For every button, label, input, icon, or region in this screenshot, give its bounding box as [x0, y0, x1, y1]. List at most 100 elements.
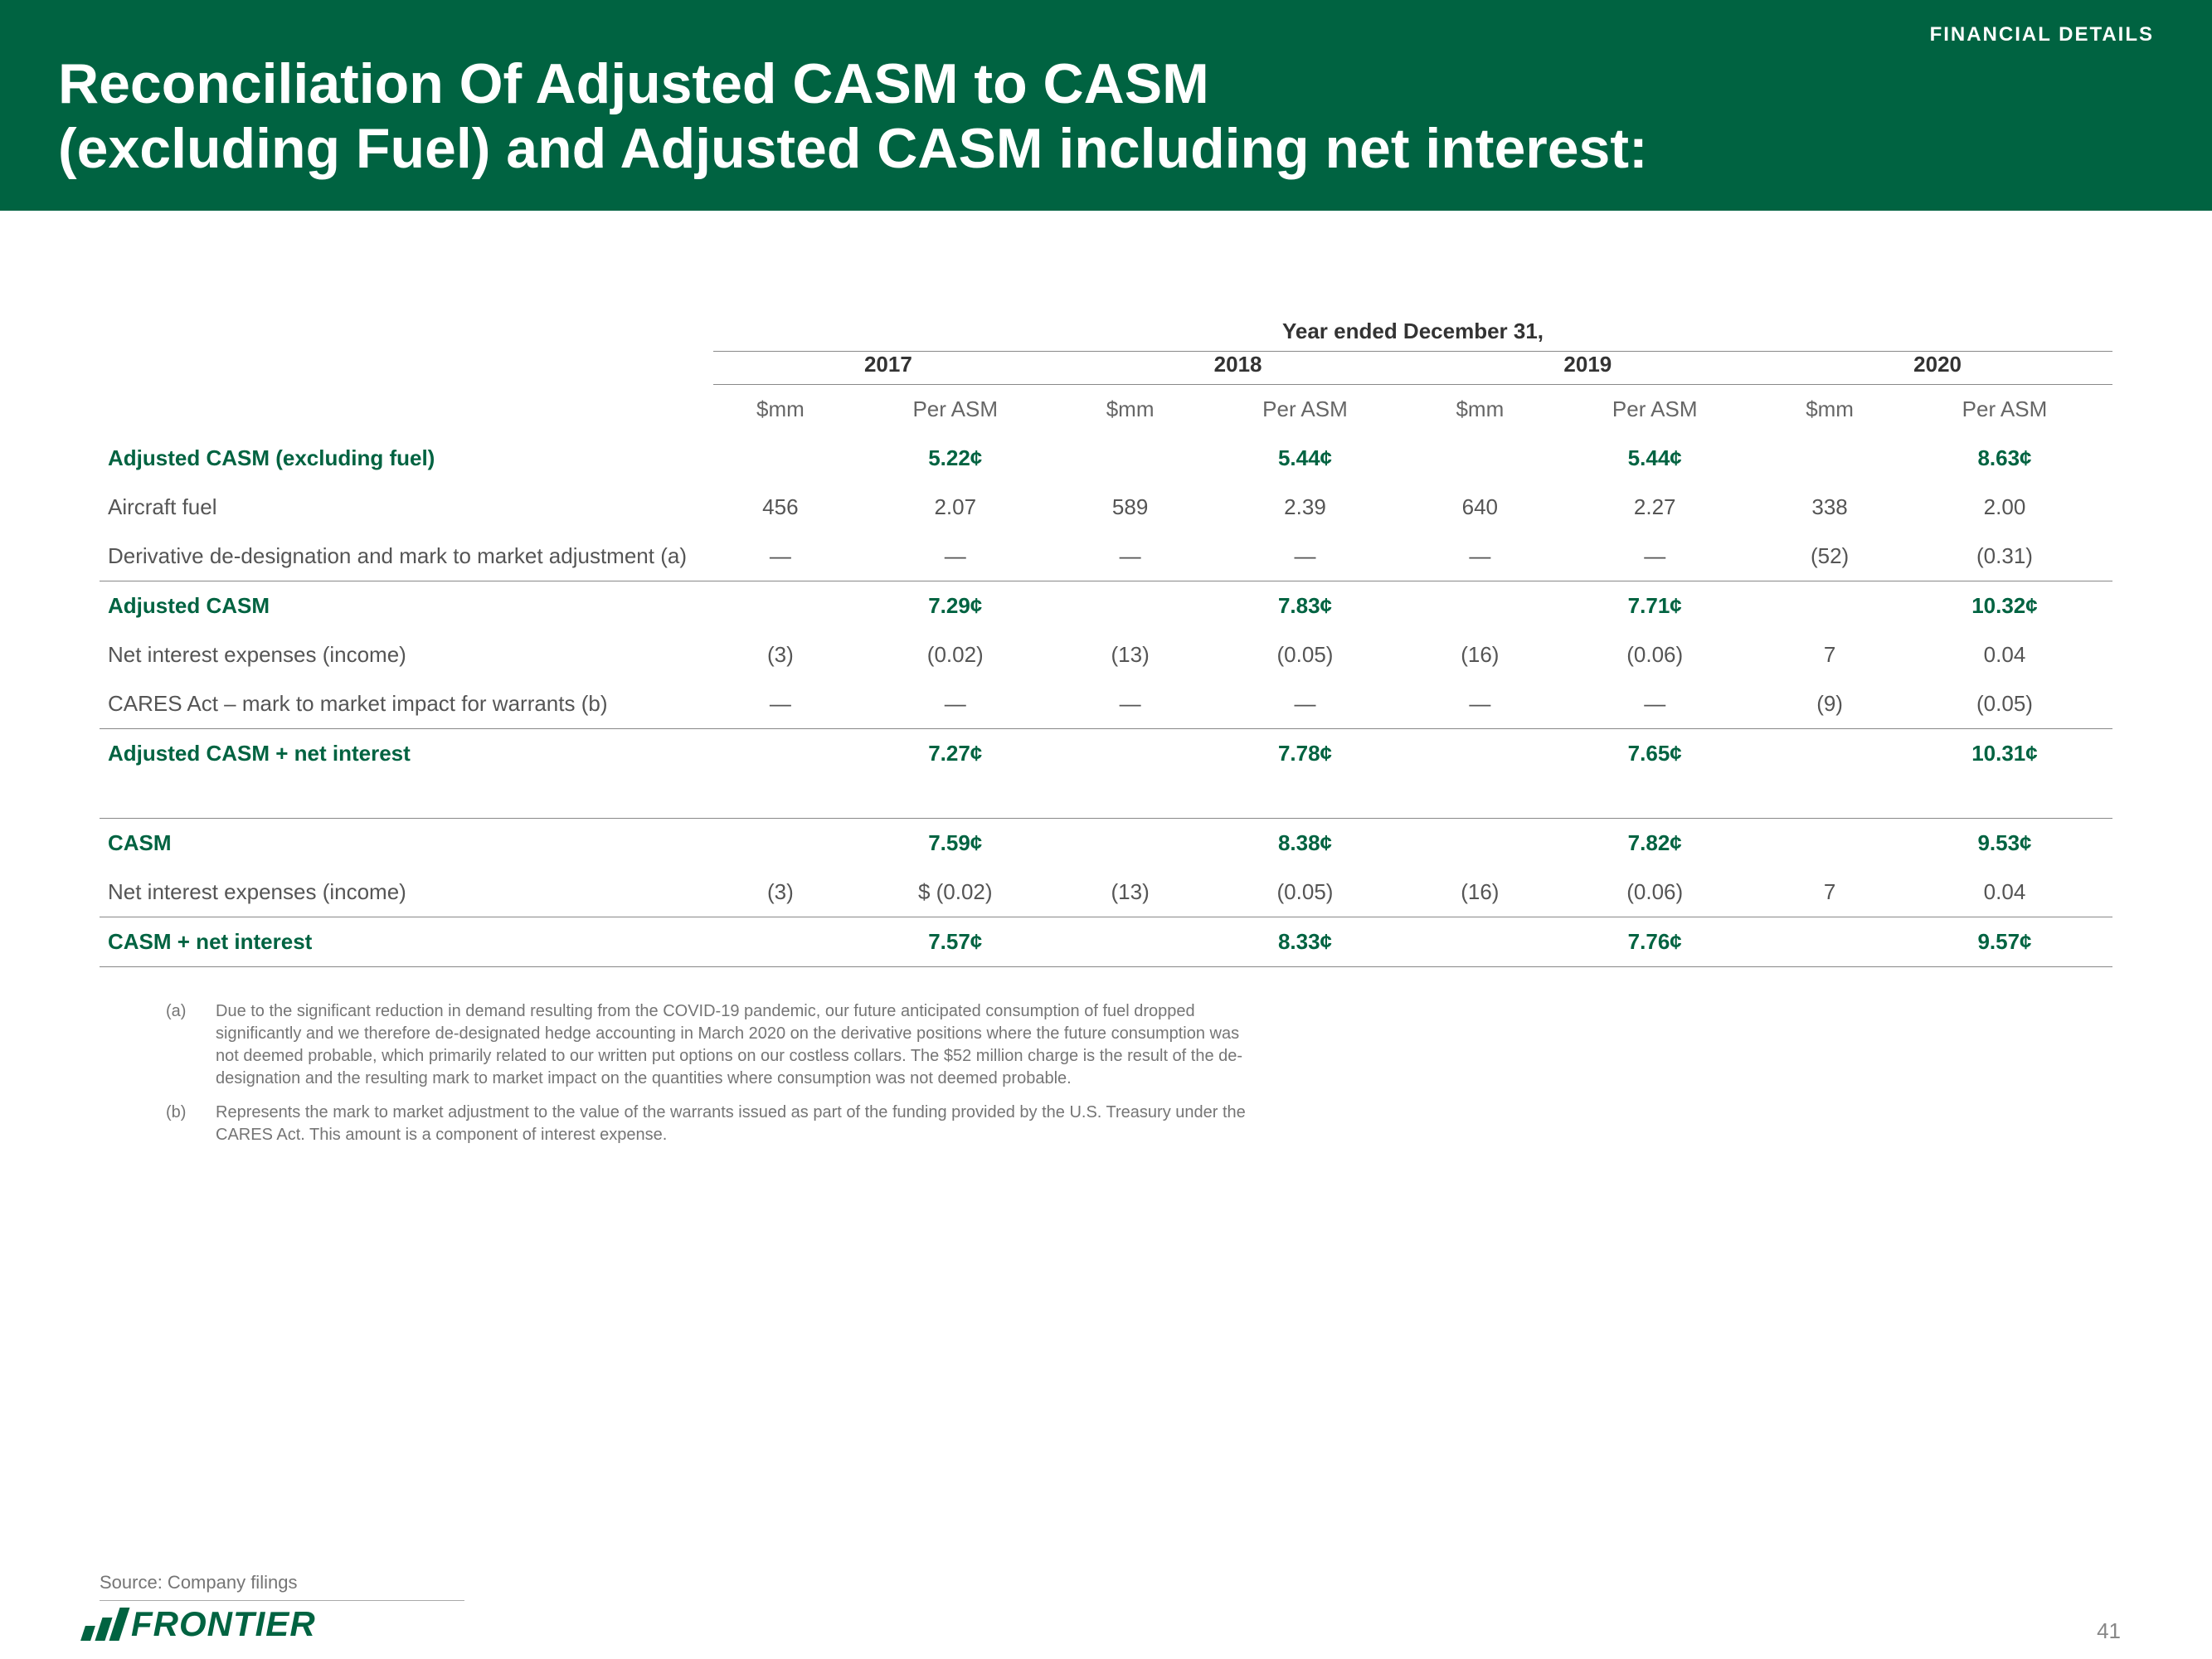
footnote: (b)Represents the mark to market adjustm… — [166, 1102, 1261, 1146]
table-row: CASM + net interest7.57¢8.33¢7.76¢9.57¢ — [100, 917, 2112, 967]
row-label — [100, 778, 713, 819]
table-row: Adjusted CASM7.29¢7.83¢7.71¢10.32¢ — [100, 581, 2112, 631]
table-cell: 9.53¢ — [1897, 819, 2112, 868]
table-cell: (0.02) — [848, 630, 1063, 679]
row-label: CARES Act – mark to market impact for wa… — [100, 679, 713, 729]
table-cell — [1063, 434, 1198, 483]
table-cell — [713, 917, 848, 967]
table-cell — [1412, 778, 1547, 819]
slide-title: Reconciliation Of Adjusted CASM to CASM … — [58, 51, 2154, 181]
table-cell: (3) — [713, 868, 848, 917]
table-cell: (13) — [1063, 630, 1198, 679]
footnote-text: Due to the significant reduction in dema… — [216, 1000, 1261, 1090]
table-cell — [1762, 581, 1897, 631]
table-cell: — — [848, 679, 1063, 729]
table-cell: 0.04 — [1897, 630, 2112, 679]
table-cell: 456 — [713, 483, 848, 532]
source-text: Source: Company filings — [100, 1572, 464, 1601]
row-label: Derivative de-designation and mark to ma… — [100, 532, 713, 581]
row-label: CASM — [100, 819, 713, 868]
table-cell: 7.59¢ — [848, 819, 1063, 868]
table-row: Aircraft fuel4562.075892.396402.273382.0… — [100, 483, 2112, 532]
table-cell — [1412, 917, 1547, 967]
row-label: Net interest expenses (income) — [100, 630, 713, 679]
table-cell — [1412, 434, 1547, 483]
reconciliation-table: Year ended December 31, 2017 2018 2019 2… — [100, 319, 2112, 967]
table-cell: 9.57¢ — [1897, 917, 2112, 967]
table-cell: (9) — [1762, 679, 1897, 729]
slide-content: Year ended December 31, 2017 2018 2019 2… — [0, 211, 2212, 1191]
table-row: Derivative de-designation and mark to ma… — [100, 532, 2112, 581]
table-cell: 7 — [1762, 868, 1897, 917]
table-cell: — — [1547, 532, 1762, 581]
table-row: CARES Act – mark to market impact for wa… — [100, 679, 2112, 729]
table-cell — [713, 819, 848, 868]
table-cell: 7.78¢ — [1197, 729, 1412, 779]
table-cell: — — [1063, 679, 1198, 729]
slide-footer: FRONTIER 41 — [0, 1604, 2212, 1644]
table-cell: 7 — [1762, 630, 1897, 679]
table-cell — [1762, 434, 1897, 483]
row-label: Aircraft fuel — [100, 483, 713, 532]
table-cell: 10.32¢ — [1897, 581, 2112, 631]
table-cell — [1762, 917, 1897, 967]
section-label: FINANCIAL DETAILS — [58, 23, 2154, 46]
table-cell: — — [1412, 532, 1547, 581]
table-cell — [1063, 819, 1198, 868]
table-cell: 0.04 — [1897, 868, 2112, 917]
footnote-text: Represents the mark to market adjustment… — [216, 1102, 1261, 1146]
table-cell: 5.22¢ — [848, 434, 1063, 483]
sub-header-row: $mmPer ASM $mmPer ASM $mmPer ASM $mmPer … — [100, 385, 2112, 435]
year-col-0: 2017 — [713, 352, 1063, 385]
logo-bars-icon — [83, 1608, 124, 1641]
row-label: Adjusted CASM — [100, 581, 713, 631]
table-cell: 2.39 — [1197, 483, 1412, 532]
table-cell — [1063, 778, 1198, 819]
table-cell: — — [713, 679, 848, 729]
table-cell: (0.06) — [1547, 630, 1762, 679]
slide-header: FINANCIAL DETAILS Reconciliation Of Adju… — [0, 0, 2212, 211]
table-cell: 2.07 — [848, 483, 1063, 532]
row-label: Net interest expenses (income) — [100, 868, 713, 917]
table-cell: 2.27 — [1547, 483, 1762, 532]
footnote-label: (b) — [166, 1102, 216, 1146]
table-row: Net interest expenses (income)(3)$ (0.02… — [100, 868, 2112, 917]
table-cell — [1762, 729, 1897, 779]
table-cell: — — [1547, 679, 1762, 729]
table-cell — [1897, 778, 2112, 819]
table-cell: (0.05) — [1197, 630, 1412, 679]
footnotes: (a)Due to the significant reduction in d… — [100, 1000, 1261, 1146]
table-cell: 7.82¢ — [1547, 819, 1762, 868]
row-label: CASM + net interest — [100, 917, 713, 967]
footnote: (a)Due to the significant reduction in d… — [166, 1000, 1261, 1090]
table-cell: (0.05) — [1197, 868, 1412, 917]
frontier-logo: FRONTIER — [83, 1604, 316, 1644]
table-cell — [1412, 581, 1547, 631]
table-cell: — — [848, 532, 1063, 581]
table-cell — [713, 434, 848, 483]
table-cell: 7.65¢ — [1547, 729, 1762, 779]
page-number: 41 — [2097, 1618, 2121, 1644]
table-cell — [1412, 819, 1547, 868]
table-row: Adjusted CASM (excluding fuel)5.22¢5.44¢… — [100, 434, 2112, 483]
table-cell: 5.44¢ — [1197, 434, 1412, 483]
year-col-3: 2020 — [1762, 352, 2112, 385]
table-cell — [848, 778, 1063, 819]
table-cell — [713, 581, 848, 631]
table-cell: (0.05) — [1897, 679, 2112, 729]
table-cell: $ (0.02) — [848, 868, 1063, 917]
table-cell: 7.83¢ — [1197, 581, 1412, 631]
table-cell — [1197, 778, 1412, 819]
table-cell: (3) — [713, 630, 848, 679]
table-cell: — — [1197, 679, 1412, 729]
logo-text: FRONTIER — [131, 1604, 316, 1644]
table-cell: (0.06) — [1547, 868, 1762, 917]
table-cell: — — [713, 532, 848, 581]
table-cell: (0.31) — [1897, 532, 2112, 581]
table-row — [100, 778, 2112, 819]
table-cell: 2.00 — [1897, 483, 2112, 532]
table-cell — [1063, 581, 1198, 631]
table-cell — [713, 778, 848, 819]
table-cell: 5.44¢ — [1547, 434, 1762, 483]
table-cell: 8.38¢ — [1197, 819, 1412, 868]
